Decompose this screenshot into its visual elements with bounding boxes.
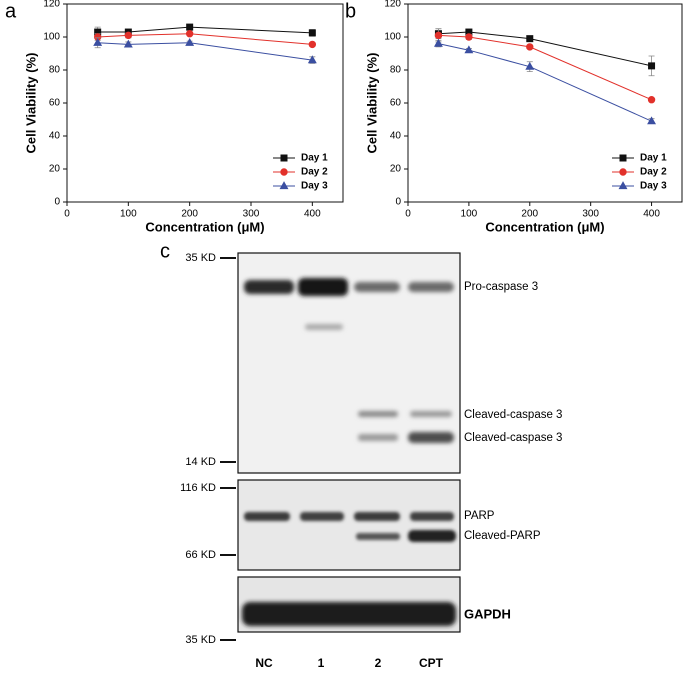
marker bbox=[465, 33, 473, 41]
x-tick-label: 400 bbox=[304, 209, 321, 220]
legend-marker bbox=[280, 168, 288, 176]
y-tick-label: 80 bbox=[49, 65, 61, 76]
marker bbox=[307, 55, 317, 64]
marker bbox=[648, 62, 656, 70]
x-tick-label: 0 bbox=[64, 209, 70, 220]
marker-label: 66 KD bbox=[185, 549, 216, 561]
series-line bbox=[97, 26, 313, 34]
x-axis-label: Concentration (μM) bbox=[145, 219, 264, 234]
bands bbox=[242, 602, 456, 626]
plot-frame bbox=[66, 3, 344, 203]
marker bbox=[526, 35, 534, 43]
y-tick-label: 100 bbox=[384, 32, 401, 43]
marker-label: 35 KD bbox=[185, 252, 216, 264]
legend-marker bbox=[618, 181, 628, 190]
band-label: Cleaved-caspase 3 bbox=[464, 432, 562, 444]
band-label: Pro-caspase 3 bbox=[464, 281, 538, 293]
series-line bbox=[97, 42, 313, 61]
marker-label: 14 KD bbox=[185, 456, 216, 468]
series-line bbox=[97, 33, 313, 45]
x-tick-label: 300 bbox=[243, 209, 260, 220]
legend-label: Day 1 bbox=[301, 153, 328, 164]
y-axis-label: Cell Viability (%) bbox=[23, 53, 38, 154]
legend-marker bbox=[619, 154, 627, 162]
marker bbox=[526, 43, 534, 51]
y-tick-label: 40 bbox=[49, 131, 61, 142]
marker bbox=[185, 30, 194, 38]
marker-labels: 35 KD 14 KD 116 KD 66 KD 35 KD bbox=[180, 252, 216, 646]
marker bbox=[186, 23, 194, 31]
legend-label: Day 2 bbox=[640, 167, 667, 178]
legend-marker bbox=[279, 181, 289, 190]
marker bbox=[93, 37, 103, 46]
panel-label: a bbox=[5, 0, 17, 22]
lane-label: 2 bbox=[375, 656, 382, 670]
x-tick-label: 200 bbox=[181, 209, 198, 220]
series-line bbox=[438, 31, 652, 67]
x-tick-label: 0 bbox=[405, 209, 411, 220]
marker bbox=[434, 31, 443, 40]
legend-marker bbox=[280, 154, 288, 162]
y-tick-label: 100 bbox=[43, 32, 60, 43]
x-tick-label: 100 bbox=[461, 209, 478, 220]
lane-labels: NC 1 2 CPT bbox=[255, 656, 443, 670]
series-line bbox=[438, 43, 652, 122]
band-label: PARP bbox=[464, 510, 495, 522]
y-tick-label: 0 bbox=[395, 197, 401, 208]
y-tick-label: 60 bbox=[390, 98, 402, 109]
x-tick-label: 400 bbox=[643, 209, 660, 220]
y-tick-label: 0 bbox=[54, 197, 60, 208]
x-tick-label: 200 bbox=[521, 209, 538, 220]
marker bbox=[433, 38, 443, 47]
lane-label: NC bbox=[255, 656, 273, 670]
panel-label: b bbox=[345, 0, 356, 22]
western-blot: c bbox=[160, 240, 562, 670]
bands bbox=[244, 278, 454, 443]
y-tick-label: 80 bbox=[390, 65, 402, 76]
y-axis-label: Cell Viability (%) bbox=[364, 53, 379, 154]
band-label: Cleaved-PARP bbox=[464, 530, 541, 542]
legend-marker bbox=[619, 168, 627, 176]
lane-label: 1 bbox=[318, 656, 325, 670]
legend-label: Day 2 bbox=[301, 167, 328, 178]
legend-label: Day 3 bbox=[640, 181, 667, 192]
band-labels: Pro-caspase 3 Cleaved-caspase 3 Cleaved-… bbox=[464, 281, 562, 621]
marker-ticks bbox=[220, 257, 236, 641]
marker bbox=[308, 29, 316, 37]
band-label: GAPDH bbox=[464, 606, 511, 621]
x-tick-label: 300 bbox=[582, 209, 599, 220]
y-tick-label: 20 bbox=[49, 164, 61, 175]
legend-label: Day 1 bbox=[640, 153, 667, 164]
plot-frame bbox=[407, 3, 683, 203]
series-line bbox=[438, 34, 652, 101]
marker bbox=[464, 45, 474, 54]
band-label: Cleaved-caspase 3 bbox=[464, 409, 562, 421]
marker-label: 116 KD bbox=[180, 482, 216, 494]
marker-label: 35 KD bbox=[185, 634, 216, 646]
y-tick-label: 40 bbox=[390, 131, 402, 142]
y-tick-label: 120 bbox=[384, 0, 401, 10]
marker bbox=[123, 39, 133, 48]
marker bbox=[647, 96, 656, 104]
marker bbox=[185, 37, 195, 46]
marker bbox=[308, 40, 317, 49]
marker bbox=[525, 61, 535, 70]
marker bbox=[124, 31, 133, 40]
x-tick-label: 100 bbox=[120, 209, 137, 220]
bands bbox=[244, 512, 456, 542]
y-tick-label: 20 bbox=[390, 164, 402, 175]
x-axis-label: Concentration (μM) bbox=[485, 219, 604, 234]
lane-label: CPT bbox=[419, 656, 444, 670]
legend-label: Day 3 bbox=[301, 181, 328, 192]
y-tick-label: 60 bbox=[49, 98, 61, 109]
y-tick-label: 120 bbox=[43, 0, 60, 10]
marker bbox=[647, 116, 657, 125]
blot-panel bbox=[237, 479, 461, 571]
panel-label: c bbox=[160, 240, 170, 262]
